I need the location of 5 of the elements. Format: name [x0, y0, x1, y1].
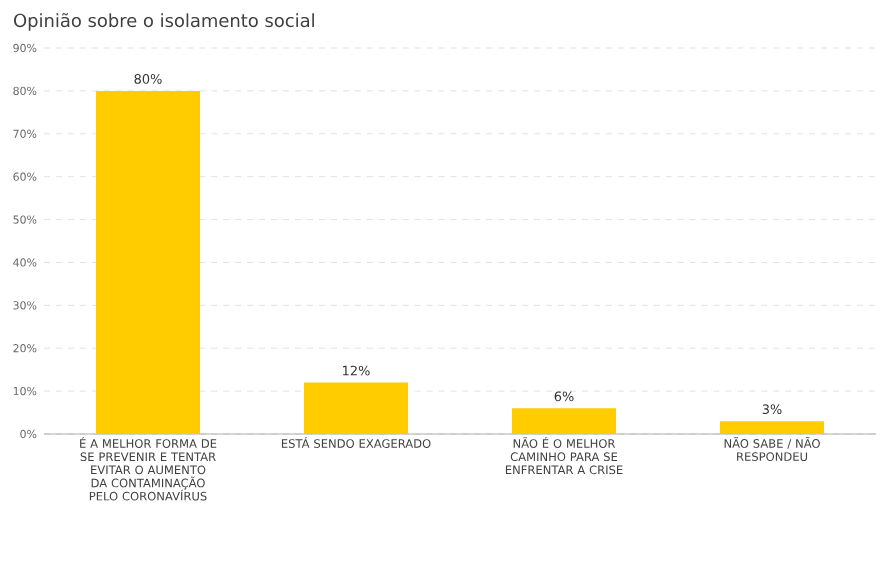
bar — [96, 90, 200, 434]
bar — [512, 408, 617, 434]
chart-title: Opinião sobre o isolamento social — [14, 13, 314, 31]
bar — [720, 421, 825, 434]
bar — [304, 382, 409, 434]
